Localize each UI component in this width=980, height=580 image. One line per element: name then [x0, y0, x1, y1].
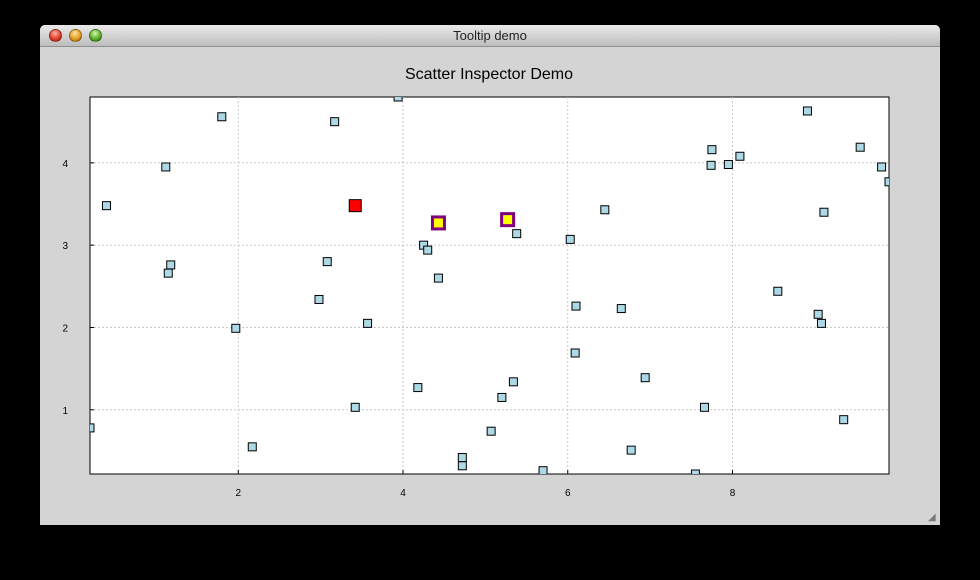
scatter-point	[217, 112, 227, 122]
minimize-button[interactable]	[69, 29, 82, 42]
scatter-point	[813, 309, 823, 319]
x-tick-label: 2	[235, 488, 241, 499]
y-tick-label: 1	[62, 406, 68, 417]
scatter-point	[884, 177, 889, 187]
window-title: Tooltip demo	[453, 28, 527, 43]
scatter-point	[166, 260, 176, 270]
y-tick-label: 3	[62, 241, 68, 252]
plot-container: Scatter Inspector Demo 2 4 6 8 1 2 3 4 ◢	[40, 47, 940, 525]
scatter-point	[690, 469, 700, 474]
y-tick-label: 2	[62, 323, 68, 334]
x-tick-label: 6	[565, 488, 571, 499]
y-tick-label: 4	[62, 159, 68, 170]
scatter-point	[231, 323, 241, 333]
scatter-point	[616, 304, 626, 314]
x-tick-label: 8	[730, 488, 736, 499]
scatter-point	[457, 461, 467, 471]
scatter-point	[330, 117, 340, 127]
title-bar[interactable]: Tooltip demo	[40, 25, 940, 47]
zoom-button[interactable]	[89, 29, 102, 42]
scatter-point	[363, 318, 373, 328]
scatter-point	[640, 373, 650, 383]
scatter-point	[877, 162, 887, 172]
scatter-point	[486, 426, 496, 436]
scatter-point	[350, 402, 360, 412]
scatter-point	[497, 392, 507, 402]
scatter-point	[735, 151, 745, 161]
scatter-point	[508, 377, 518, 387]
plot-area[interactable]	[89, 96, 890, 475]
scatter-point	[839, 415, 849, 425]
scatter-point	[773, 286, 783, 296]
grid-lines	[90, 97, 889, 474]
scatter-point	[393, 97, 403, 102]
scatter-chart[interactable]: Scatter Inspector Demo 2 4 6 8 1 2 3 4	[40, 47, 940, 525]
scatter-point	[413, 383, 423, 393]
scatter-point	[802, 106, 812, 116]
scatter-point	[314, 294, 324, 304]
scatter-point	[855, 142, 865, 152]
scatter-point	[538, 466, 548, 474]
scatter-point	[600, 205, 610, 215]
scatter-point	[457, 453, 467, 463]
scatter-point	[161, 162, 171, 172]
scatter-point	[101, 201, 111, 211]
scatter-point	[706, 160, 716, 170]
scatter-point	[816, 318, 826, 328]
scatter-point	[565, 234, 575, 244]
scatter-point	[723, 159, 733, 169]
scatter-point	[322, 257, 332, 267]
scatter-point	[571, 301, 581, 311]
scatter-point	[423, 245, 433, 255]
x-tick-label: 4	[400, 488, 406, 499]
scatter-point	[626, 445, 636, 455]
chart-title: Scatter Inspector Demo	[405, 66, 573, 83]
scatter-point	[570, 348, 580, 358]
scatter-point	[433, 273, 443, 283]
app-window: Tooltip demo Scatter Inspector Demo 2 4 6 8…	[40, 25, 940, 525]
hovered-point	[430, 215, 446, 231]
scatter-point	[819, 207, 829, 217]
scatter-point	[247, 442, 257, 452]
resize-grip-icon[interactable]: ◢	[928, 512, 936, 523]
scatter-point	[512, 229, 522, 239]
axis-ticks: 2 4 6 8 1 2 3 4	[62, 159, 735, 499]
selected-point	[348, 199, 362, 213]
scatter-point	[90, 423, 95, 433]
hovered-point	[500, 212, 516, 228]
scatter-point	[163, 268, 173, 278]
scatter-point	[707, 145, 717, 155]
close-button[interactable]	[49, 29, 62, 42]
data-points	[90, 97, 889, 474]
scatter-point	[699, 402, 709, 412]
